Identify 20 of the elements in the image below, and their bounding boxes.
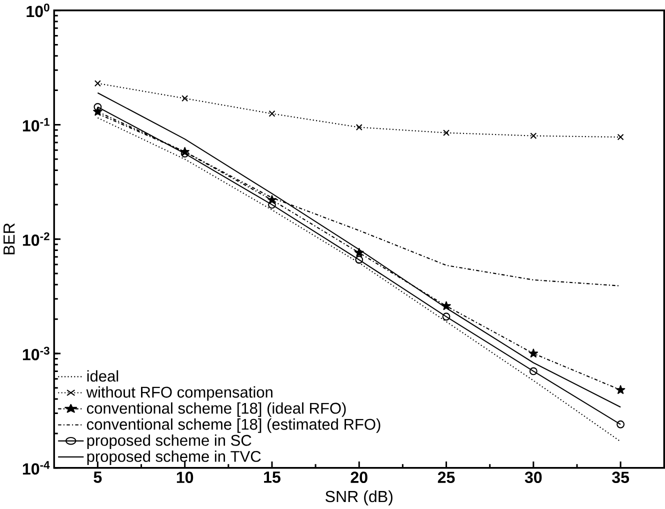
- legend-label: proposed scheme in TVC: [87, 450, 261, 466]
- legend-label: ideal: [87, 370, 118, 382]
- y-tick-label: 10$^{0}$: [26, 4, 50, 18]
- x-tick-label: 10: [176, 472, 194, 484]
- y-tick-label: 10$^{-1}$: [22, 118, 50, 132]
- x-tick-label: 25: [438, 472, 455, 484]
- x-tick-label: 30: [524, 472, 542, 484]
- legend-label: conventional scheme [18] (ideal RFO): [86, 402, 346, 417]
- y-tick-label: 10$^{-2}$: [22, 232, 50, 246]
- x-tick-label: 15: [264, 472, 280, 483]
- x-tick-label: 35: [612, 472, 630, 484]
- legend-label: proposed scheme in SC: [87, 434, 252, 449]
- y-axis-title: BER: [4, 223, 15, 254]
- x-tick-label: 5: [94, 472, 102, 483]
- x-tick-label: 20: [350, 472, 368, 484]
- y-tick-label: 10$^{-4}$: [22, 461, 50, 475]
- x-axis-title: SNR (dB): [326, 490, 392, 506]
- legend-label: conventional scheme [18] (estimated RFO): [86, 418, 380, 433]
- y-tick-label: 10$^{-3}$: [22, 346, 50, 360]
- legend-label: without RFO compensation: [86, 386, 272, 401]
